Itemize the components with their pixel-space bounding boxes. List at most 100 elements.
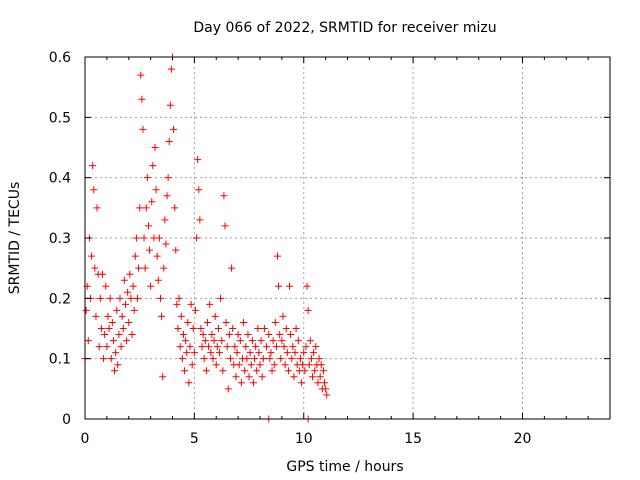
data-point bbox=[84, 337, 92, 345]
data-point bbox=[315, 355, 323, 363]
data-point bbox=[267, 349, 275, 357]
data-point bbox=[256, 361, 264, 369]
data-point bbox=[124, 288, 132, 296]
data-point bbox=[92, 312, 100, 320]
data-point bbox=[107, 355, 115, 363]
data-point bbox=[224, 385, 232, 393]
data-point bbox=[260, 325, 268, 332]
data-point bbox=[199, 331, 207, 339]
data-point bbox=[226, 355, 234, 363]
data-point bbox=[163, 192, 171, 200]
data-point bbox=[306, 337, 314, 345]
data-point bbox=[144, 222, 152, 230]
data-point bbox=[241, 367, 249, 375]
data-point bbox=[204, 318, 211, 326]
data-point bbox=[130, 306, 138, 314]
data-point bbox=[265, 331, 273, 339]
x-tick-label: 15 bbox=[404, 431, 422, 447]
data-point bbox=[147, 282, 155, 290]
data-point bbox=[225, 331, 233, 339]
data-point bbox=[193, 234, 201, 242]
data-point bbox=[148, 198, 156, 206]
data-point bbox=[138, 95, 146, 103]
data-point bbox=[291, 349, 299, 357]
data-point bbox=[218, 337, 226, 345]
data-point bbox=[154, 276, 162, 284]
y-axis-label: SRMTID / TECUs bbox=[7, 182, 23, 295]
data-point bbox=[309, 373, 316, 381]
data-point bbox=[317, 361, 325, 369]
data-point bbox=[200, 355, 208, 363]
data-point bbox=[280, 343, 288, 351]
data-point bbox=[120, 276, 128, 284]
data-point bbox=[189, 325, 197, 332]
data-point bbox=[266, 355, 274, 363]
data-point bbox=[112, 349, 120, 357]
data-point bbox=[242, 343, 250, 351]
data-point bbox=[240, 318, 248, 326]
data-point bbox=[142, 204, 150, 212]
data-point bbox=[121, 300, 129, 308]
data-point bbox=[141, 264, 149, 272]
data-point bbox=[321, 379, 329, 387]
data-point bbox=[102, 282, 110, 290]
data-point bbox=[146, 246, 154, 254]
data-point bbox=[263, 343, 271, 351]
data-point bbox=[282, 325, 290, 332]
data-point bbox=[179, 331, 187, 339]
data-point bbox=[188, 361, 196, 369]
data-point bbox=[212, 361, 220, 369]
data-point bbox=[136, 204, 144, 212]
y-tick-label: 0.5 bbox=[49, 110, 71, 126]
data-point bbox=[221, 222, 229, 230]
data-point bbox=[272, 343, 280, 351]
data-point bbox=[288, 355, 296, 363]
data-point bbox=[307, 355, 315, 363]
data-point bbox=[111, 367, 119, 375]
data-point bbox=[211, 312, 219, 320]
data-point bbox=[143, 174, 151, 182]
data-points bbox=[81, 53, 331, 423]
data-point bbox=[198, 343, 206, 351]
data-point bbox=[249, 379, 257, 387]
data-point bbox=[259, 355, 267, 363]
axis-ticks bbox=[84, 56, 611, 420]
y-tick-label: 0.6 bbox=[49, 50, 71, 66]
data-point bbox=[104, 312, 112, 320]
data-point bbox=[105, 325, 113, 332]
data-point bbox=[296, 355, 304, 363]
data-point bbox=[159, 373, 167, 381]
data-point bbox=[118, 312, 126, 320]
data-point bbox=[302, 343, 310, 351]
data-point bbox=[152, 186, 160, 194]
data-point bbox=[126, 270, 134, 278]
data-point bbox=[119, 325, 127, 332]
data-point bbox=[323, 391, 331, 399]
data-point bbox=[316, 373, 324, 381]
data-point bbox=[300, 349, 308, 357]
data-point bbox=[208, 331, 216, 339]
x-tick-label: 20 bbox=[514, 431, 532, 447]
data-point bbox=[184, 318, 192, 326]
data-point bbox=[283, 349, 291, 357]
x-tick-label: 5 bbox=[190, 431, 199, 447]
data-point bbox=[155, 234, 163, 242]
data-point bbox=[134, 294, 141, 302]
data-point bbox=[177, 312, 185, 320]
data-point bbox=[234, 331, 242, 339]
data-point bbox=[127, 294, 135, 302]
data-point bbox=[117, 343, 125, 351]
x-tick-label: 10 bbox=[295, 431, 313, 447]
data-point bbox=[139, 125, 147, 133]
data-point bbox=[252, 343, 260, 351]
data-point bbox=[113, 306, 121, 314]
y-tick-label: 0.3 bbox=[49, 231, 71, 247]
data-point bbox=[312, 343, 320, 351]
data-point bbox=[156, 294, 164, 302]
data-point bbox=[125, 318, 133, 326]
data-point bbox=[167, 65, 175, 73]
data-point bbox=[299, 361, 307, 369]
data-point bbox=[131, 252, 139, 260]
data-point bbox=[292, 325, 300, 332]
data-point bbox=[108, 318, 116, 326]
